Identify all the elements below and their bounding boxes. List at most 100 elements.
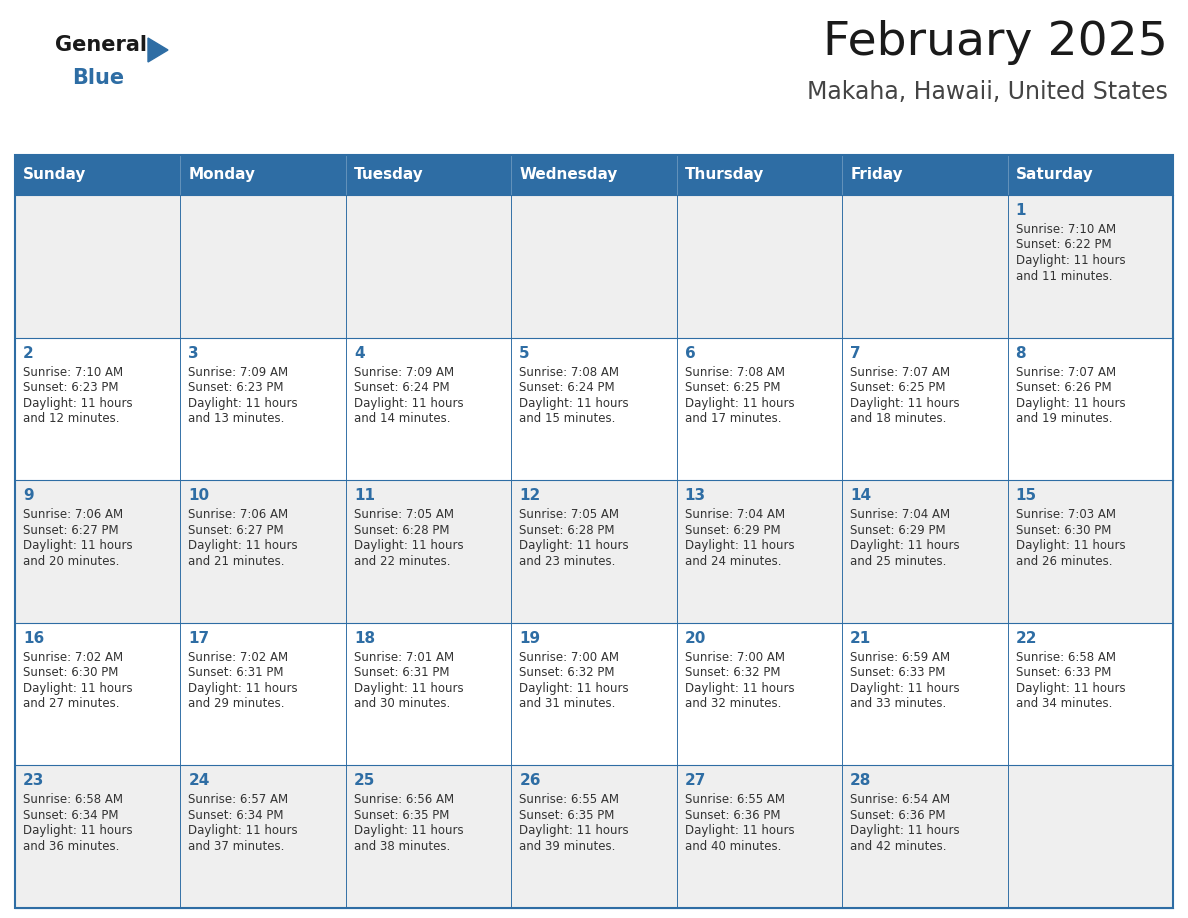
Text: 7: 7 bbox=[851, 345, 861, 361]
Text: and 31 minutes.: and 31 minutes. bbox=[519, 698, 615, 711]
Text: and 42 minutes.: and 42 minutes. bbox=[851, 840, 947, 853]
Text: 22: 22 bbox=[1016, 631, 1037, 645]
Bar bbox=[346, 622, 511, 766]
Text: Sunrise: 6:57 AM: Sunrise: 6:57 AM bbox=[189, 793, 289, 806]
Text: Sunset: 6:29 PM: Sunset: 6:29 PM bbox=[684, 523, 781, 537]
Text: 16: 16 bbox=[23, 631, 44, 645]
Bar bbox=[1007, 338, 1173, 480]
Text: 13: 13 bbox=[684, 488, 706, 503]
Text: and 18 minutes.: and 18 minutes. bbox=[851, 412, 947, 425]
Text: Daylight: 11 hours: Daylight: 11 hours bbox=[851, 397, 960, 409]
Text: 10: 10 bbox=[189, 488, 209, 503]
Text: 12: 12 bbox=[519, 488, 541, 503]
Text: Daylight: 11 hours: Daylight: 11 hours bbox=[23, 397, 133, 409]
Text: Sunrise: 6:54 AM: Sunrise: 6:54 AM bbox=[851, 793, 950, 806]
Text: Sunrise: 7:08 AM: Sunrise: 7:08 AM bbox=[519, 365, 619, 378]
Text: and 37 minutes.: and 37 minutes. bbox=[189, 840, 285, 853]
Bar bbox=[677, 338, 842, 480]
Text: Sunset: 6:36 PM: Sunset: 6:36 PM bbox=[684, 809, 781, 822]
Text: Daylight: 11 hours: Daylight: 11 hours bbox=[354, 824, 463, 837]
Text: Sunset: 6:33 PM: Sunset: 6:33 PM bbox=[851, 666, 946, 679]
Text: Daylight: 11 hours: Daylight: 11 hours bbox=[354, 539, 463, 553]
Text: Friday: Friday bbox=[851, 167, 903, 183]
Text: 28: 28 bbox=[851, 773, 872, 789]
Text: and 15 minutes.: and 15 minutes. bbox=[519, 412, 615, 425]
Bar bbox=[1007, 480, 1173, 622]
Bar bbox=[511, 155, 677, 195]
Text: Sunset: 6:30 PM: Sunset: 6:30 PM bbox=[23, 666, 119, 679]
Text: Sunday: Sunday bbox=[23, 167, 87, 183]
Text: Daylight: 11 hours: Daylight: 11 hours bbox=[519, 682, 628, 695]
Text: Sunrise: 7:04 AM: Sunrise: 7:04 AM bbox=[684, 509, 785, 521]
Text: Sunset: 6:35 PM: Sunset: 6:35 PM bbox=[519, 809, 614, 822]
Text: 9: 9 bbox=[23, 488, 33, 503]
Text: Blue: Blue bbox=[72, 68, 124, 88]
Text: and 27 minutes.: and 27 minutes. bbox=[23, 698, 120, 711]
Bar bbox=[15, 622, 181, 766]
Text: Sunset: 6:28 PM: Sunset: 6:28 PM bbox=[354, 523, 449, 537]
Text: Sunset: 6:23 PM: Sunset: 6:23 PM bbox=[189, 381, 284, 394]
Text: and 30 minutes.: and 30 minutes. bbox=[354, 698, 450, 711]
Bar bbox=[181, 766, 346, 908]
Text: Monday: Monday bbox=[189, 167, 255, 183]
Text: and 34 minutes.: and 34 minutes. bbox=[1016, 698, 1112, 711]
Text: 23: 23 bbox=[23, 773, 44, 789]
Text: Sunrise: 7:09 AM: Sunrise: 7:09 AM bbox=[354, 365, 454, 378]
Text: Daylight: 11 hours: Daylight: 11 hours bbox=[519, 824, 628, 837]
Bar bbox=[1007, 155, 1173, 195]
Text: Sunset: 6:27 PM: Sunset: 6:27 PM bbox=[23, 523, 119, 537]
Text: 5: 5 bbox=[519, 345, 530, 361]
Text: Daylight: 11 hours: Daylight: 11 hours bbox=[519, 397, 628, 409]
Bar bbox=[511, 622, 677, 766]
Text: Sunrise: 7:07 AM: Sunrise: 7:07 AM bbox=[851, 365, 950, 378]
Text: Thursday: Thursday bbox=[684, 167, 764, 183]
Text: Daylight: 11 hours: Daylight: 11 hours bbox=[684, 539, 795, 553]
Text: Sunset: 6:36 PM: Sunset: 6:36 PM bbox=[851, 809, 946, 822]
Bar bbox=[511, 766, 677, 908]
Bar bbox=[1007, 195, 1173, 338]
Text: and 13 minutes.: and 13 minutes. bbox=[189, 412, 285, 425]
Text: 27: 27 bbox=[684, 773, 706, 789]
Bar bbox=[511, 195, 677, 338]
Text: Sunset: 6:26 PM: Sunset: 6:26 PM bbox=[1016, 381, 1111, 394]
Text: 6: 6 bbox=[684, 345, 695, 361]
Text: Daylight: 11 hours: Daylight: 11 hours bbox=[851, 682, 960, 695]
Text: and 32 minutes.: and 32 minutes. bbox=[684, 698, 781, 711]
Text: Daylight: 11 hours: Daylight: 11 hours bbox=[684, 824, 795, 837]
Bar bbox=[842, 155, 1007, 195]
Text: 26: 26 bbox=[519, 773, 541, 789]
Text: Daylight: 11 hours: Daylight: 11 hours bbox=[1016, 682, 1125, 695]
Text: Sunset: 6:31 PM: Sunset: 6:31 PM bbox=[189, 666, 284, 679]
Bar bbox=[842, 766, 1007, 908]
Text: Daylight: 11 hours: Daylight: 11 hours bbox=[189, 397, 298, 409]
Bar bbox=[181, 155, 346, 195]
Text: Sunrise: 6:56 AM: Sunrise: 6:56 AM bbox=[354, 793, 454, 806]
Text: Sunset: 6:32 PM: Sunset: 6:32 PM bbox=[684, 666, 781, 679]
Text: Sunrise: 7:00 AM: Sunrise: 7:00 AM bbox=[519, 651, 619, 664]
Bar bbox=[346, 338, 511, 480]
Text: and 36 minutes.: and 36 minutes. bbox=[23, 840, 119, 853]
Bar bbox=[346, 195, 511, 338]
Text: 3: 3 bbox=[189, 345, 200, 361]
Bar bbox=[842, 195, 1007, 338]
Text: and 14 minutes.: and 14 minutes. bbox=[354, 412, 450, 425]
Text: Sunset: 6:24 PM: Sunset: 6:24 PM bbox=[519, 381, 615, 394]
Text: Saturday: Saturday bbox=[1016, 167, 1093, 183]
Text: and 20 minutes.: and 20 minutes. bbox=[23, 554, 119, 567]
Text: Sunset: 6:32 PM: Sunset: 6:32 PM bbox=[519, 666, 614, 679]
Text: Sunrise: 7:02 AM: Sunrise: 7:02 AM bbox=[189, 651, 289, 664]
Text: Sunrise: 7:09 AM: Sunrise: 7:09 AM bbox=[189, 365, 289, 378]
Text: and 26 minutes.: and 26 minutes. bbox=[1016, 554, 1112, 567]
Text: Sunrise: 7:00 AM: Sunrise: 7:00 AM bbox=[684, 651, 785, 664]
Text: Daylight: 11 hours: Daylight: 11 hours bbox=[1016, 539, 1125, 553]
Text: Daylight: 11 hours: Daylight: 11 hours bbox=[684, 682, 795, 695]
Text: Sunset: 6:29 PM: Sunset: 6:29 PM bbox=[851, 523, 946, 537]
Polygon shape bbox=[148, 38, 168, 62]
Text: 21: 21 bbox=[851, 631, 871, 645]
Bar bbox=[511, 338, 677, 480]
Text: Daylight: 11 hours: Daylight: 11 hours bbox=[1016, 397, 1125, 409]
Text: and 24 minutes.: and 24 minutes. bbox=[684, 554, 782, 567]
Bar bbox=[346, 480, 511, 622]
Text: Daylight: 11 hours: Daylight: 11 hours bbox=[851, 824, 960, 837]
Text: Sunrise: 7:04 AM: Sunrise: 7:04 AM bbox=[851, 509, 950, 521]
